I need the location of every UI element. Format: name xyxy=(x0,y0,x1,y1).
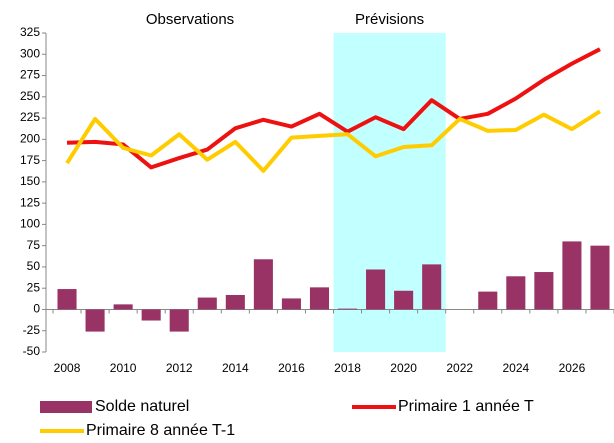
y-tick-label: 275 xyxy=(20,68,40,82)
x-tick-label: 2026 xyxy=(559,361,586,375)
legend-label: Primaire 8 année T-1 xyxy=(86,422,235,439)
x-tick-label: 2020 xyxy=(390,361,417,375)
line xyxy=(65,109,602,173)
y-tick-label: 0 xyxy=(33,302,40,316)
x-tick-label: 2016 xyxy=(278,361,305,375)
y-tick-label: 50 xyxy=(27,259,41,273)
y-tick-label: 150 xyxy=(20,174,40,188)
x-tick-label: 2022 xyxy=(446,361,473,375)
legend-label: Solde naturel xyxy=(95,398,189,415)
x-tick-label: 2010 xyxy=(110,361,137,375)
bar xyxy=(534,272,554,310)
x-tick-label: 2008 xyxy=(54,361,81,375)
bar xyxy=(478,291,498,310)
bar xyxy=(590,245,610,310)
bar xyxy=(113,304,133,310)
y-tick-label: 25 xyxy=(27,280,41,294)
y-tick-label: 100 xyxy=(20,217,40,231)
bar xyxy=(422,264,442,310)
bar xyxy=(85,309,105,332)
y-tick-label: 325 xyxy=(20,25,40,39)
line xyxy=(66,47,601,170)
y-tick-label: -25 xyxy=(23,323,41,337)
bar xyxy=(225,295,245,310)
bar xyxy=(309,287,330,310)
legend-label: Primaire 1 année T xyxy=(398,398,534,415)
y-tick-label: -50 xyxy=(23,344,41,358)
bar xyxy=(394,290,414,310)
y-tick-label: 200 xyxy=(20,132,40,146)
y-tick-label: 175 xyxy=(20,153,40,167)
bar xyxy=(366,269,386,310)
bar xyxy=(281,298,301,310)
x-tick-label: 2024 xyxy=(502,361,529,375)
bar xyxy=(253,259,273,310)
y-tick-label: 225 xyxy=(20,110,40,124)
bar xyxy=(337,308,358,310)
bar xyxy=(197,297,217,310)
bar xyxy=(506,276,526,310)
bar xyxy=(169,309,189,332)
y-tick-label: 125 xyxy=(20,195,40,209)
y-tick-label: 75 xyxy=(27,238,41,252)
bar xyxy=(141,309,161,321)
annotation: Observations xyxy=(146,11,234,28)
y-tick-label: 300 xyxy=(20,46,40,60)
x-tick-label: 2012 xyxy=(166,361,193,375)
x-tick-label: 2014 xyxy=(222,361,249,375)
bar xyxy=(57,289,77,310)
y-tick-label: 250 xyxy=(20,89,40,103)
x-tick-label: 2018 xyxy=(334,361,361,375)
legend-swatch xyxy=(40,401,92,413)
annotation: Prévisions xyxy=(355,11,424,28)
bar xyxy=(562,241,582,310)
